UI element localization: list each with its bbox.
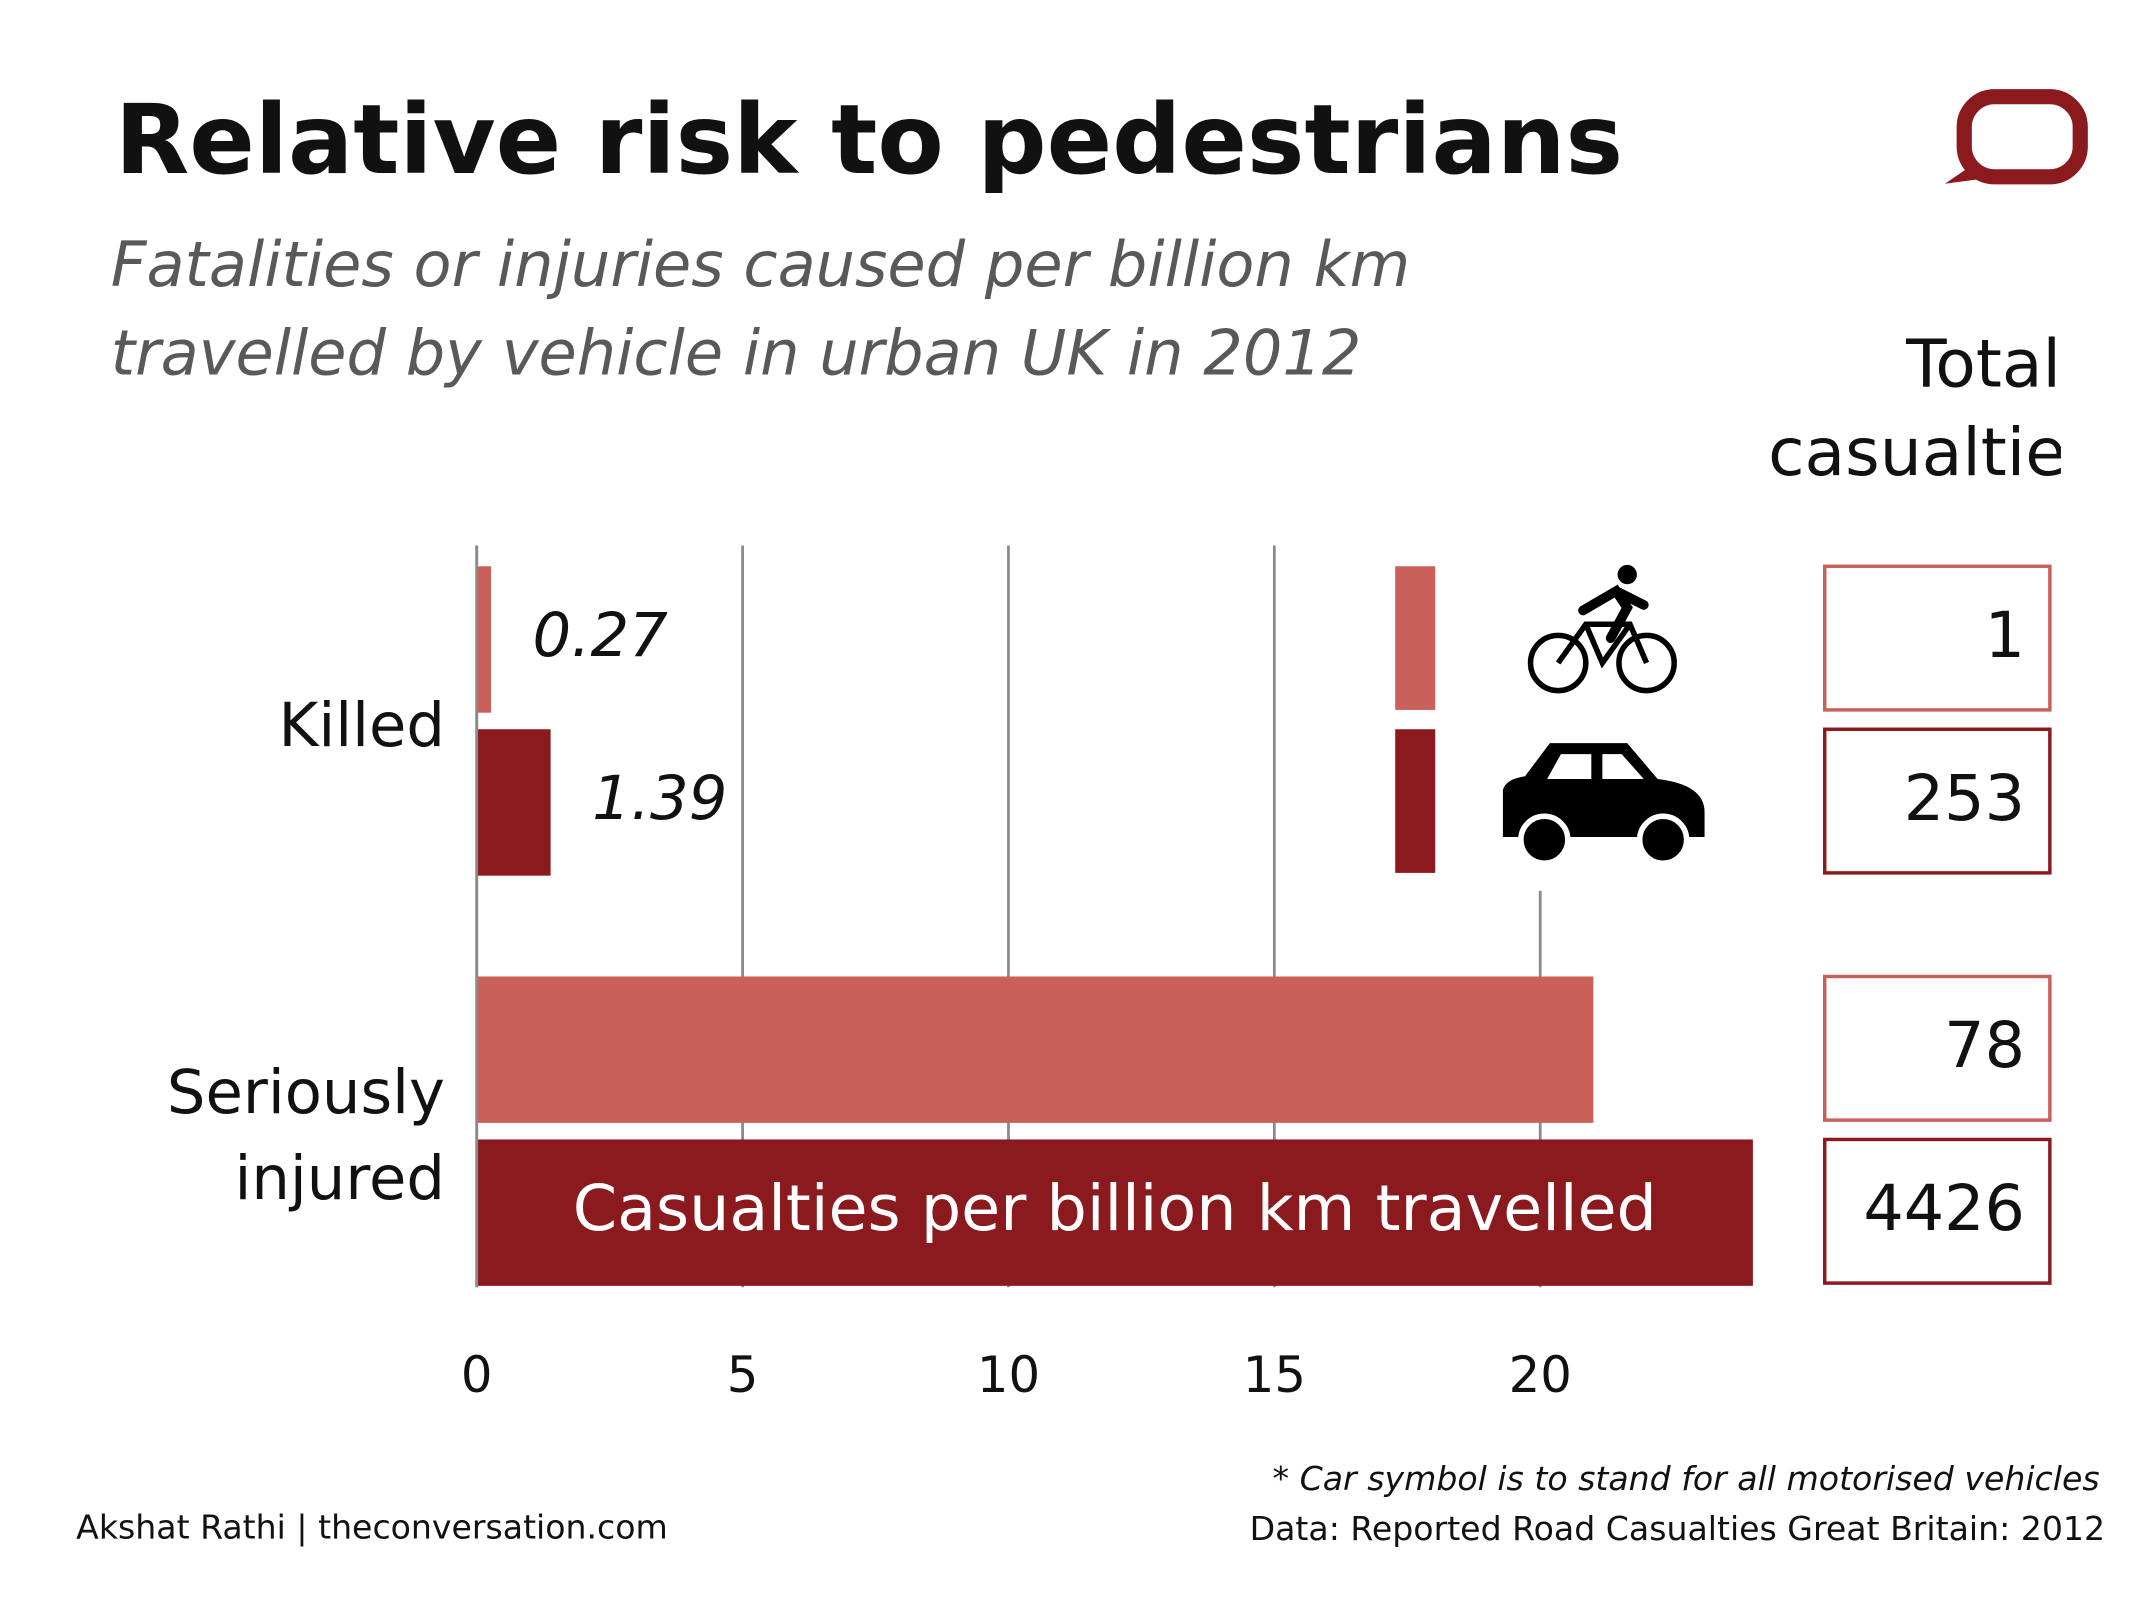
category-label: Killed [278,690,445,762]
x-tick-label: 5 [727,1346,759,1404]
total-box [1823,564,2052,712]
source: Data: Reported Road Casualties Great Bri… [1250,1509,2105,1548]
legend-swatch [1395,566,1436,710]
x-tick-label: 0 [461,1346,493,1404]
logo-bubble [1956,89,2088,185]
wheel [1527,632,1589,694]
chart-subtitle: Fatalities or injuries caused per billio… [110,227,1411,390]
bar [476,976,1594,1123]
value-label: 1.39 [592,764,727,834]
body [1502,743,1705,837]
car-icon [1502,743,1705,866]
frame [1555,621,1650,669]
value-label: 0.27 [533,601,669,671]
bar [476,566,492,713]
chart-title: Relative risk to pedestrians [115,83,1623,196]
total-value: 78 [1944,1008,2025,1082]
total-value: 1 [1985,598,2025,672]
category-label: Seriously injured [166,1057,445,1215]
bar-annotation: Casualties per billion km travelled [573,1171,1657,1245]
rider [1578,584,1649,643]
totals-title-box: Total casualties [1768,325,2061,492]
bar [476,1139,1753,1286]
logo [1944,89,2088,185]
total-box [1823,974,2052,1122]
bicycle-icon [1527,564,1677,694]
footnote: * Car symbol is to stand for all motoris… [1273,1459,2100,1498]
x-tick-label: 20 [1509,1346,1572,1404]
logo-tail [1944,162,1998,184]
legend-swatch [1395,729,1436,873]
x-tick-label: 10 [977,1346,1040,1404]
x-tick-label: 15 [1243,1346,1306,1404]
wheel [1616,632,1677,694]
total-box [1823,1137,2052,1285]
total-value: 253 [1904,761,2025,835]
totals-title: Total casualties [1768,325,2061,492]
wheel [1518,813,1571,866]
wheel [1636,813,1690,866]
window [1547,754,1644,779]
credit: Akshat Rathi | theconversation.com [76,1507,668,1546]
total-box [1823,727,2052,875]
head [1617,564,1637,585]
bar [476,729,551,876]
total-value: 4426 [1863,1171,2025,1245]
category-label-box: Seriously injured [166,1057,445,1215]
category-label-box: Killed [278,690,445,762]
subtitle-box: Fatalities or injuries caused per billio… [110,227,1411,390]
